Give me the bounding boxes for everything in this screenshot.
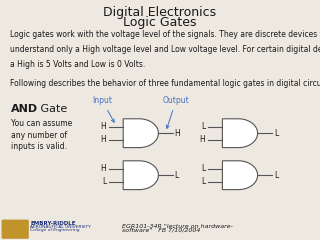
Text: College of Engineering: College of Engineering <box>30 228 80 232</box>
Text: H: H <box>100 122 106 131</box>
Text: AND: AND <box>11 104 38 114</box>
Text: H: H <box>200 135 205 144</box>
Text: H: H <box>175 129 180 138</box>
Text: AERONAUTICAL UNIVERSITY: AERONAUTICAL UNIVERSITY <box>30 225 91 229</box>
Text: L: L <box>175 171 179 180</box>
Text: EMBRY-RIDDLE: EMBRY-RIDDLE <box>30 221 76 226</box>
Text: H: H <box>100 135 106 144</box>
Text: Output: Output <box>163 96 189 128</box>
Text: H: H <box>100 164 106 173</box>
Polygon shape <box>123 119 158 148</box>
Text: L: L <box>201 164 205 173</box>
FancyBboxPatch shape <box>2 220 29 239</box>
Text: EGR101-34R "lecture on hardware-: EGR101-34R "lecture on hardware- <box>122 224 232 228</box>
Text: software"   FB 7/10/2004: software" FB 7/10/2004 <box>122 228 200 232</box>
Polygon shape <box>123 161 158 190</box>
Text: L: L <box>201 122 205 131</box>
Text: Input: Input <box>92 96 114 122</box>
Polygon shape <box>222 119 258 148</box>
Text: understand only a High voltage level and Low voltage level. For certain digital : understand only a High voltage level and… <box>10 45 320 54</box>
Text: Logic Gates: Logic Gates <box>123 16 197 29</box>
Text: Logic gates work with the voltage level of the signals. They are discrete device: Logic gates work with the voltage level … <box>10 30 320 39</box>
Text: a High is 5 Volts and Low is 0 Volts.: a High is 5 Volts and Low is 0 Volts. <box>10 60 145 69</box>
Text: Gate: Gate <box>37 104 67 114</box>
Polygon shape <box>222 161 258 190</box>
Text: L: L <box>102 177 106 186</box>
Text: You can assume
any number of
inputs is valid.: You can assume any number of inputs is v… <box>11 119 72 151</box>
Text: L: L <box>201 177 205 186</box>
Text: L: L <box>274 171 278 180</box>
Text: Digital Electronics: Digital Electronics <box>103 6 217 19</box>
Text: Following describes the behavior of three fundamental logic gates in digital cir: Following describes the behavior of thre… <box>10 79 320 89</box>
Text: L: L <box>274 129 278 138</box>
